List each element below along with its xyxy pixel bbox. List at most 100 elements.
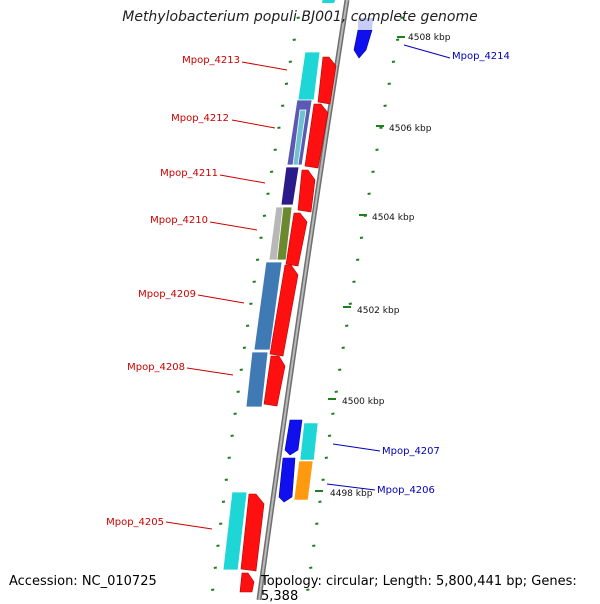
ring-tick [245,324,250,327]
ring-tick [306,588,310,591]
ring-tick [395,38,400,41]
ring-tick [211,588,215,591]
cds-mpop-4206-reverse [278,457,296,503]
ring-tick [249,302,253,305]
ring-tick [309,566,313,569]
ring-tick [292,38,296,41]
cds-mpop-4214-reverse [353,29,373,59]
leader-mpop-4210 [209,221,258,231]
ring-tick [321,478,325,481]
ring-tick [400,16,404,19]
gene-label-mpop-4212: Mpop_4212 [171,113,229,124]
reverse-cds-track [278,0,373,503]
ring-tick [236,390,240,393]
ring-tick [356,258,360,261]
gene-label-mpop-4208: Mpop_4208 [127,362,185,373]
ring-tick [288,60,293,63]
ring-tick [227,456,231,459]
leader-mpop-4207 [332,443,381,452]
ring-tick [327,434,332,437]
ring-tick [312,544,316,547]
ring-tick [233,412,237,415]
ring-tick [348,302,353,305]
ring-tick [266,192,270,195]
ring-tick [224,478,228,481]
feature-bar-4212b [292,109,307,166]
gene-label-mpop-4209: Mpop_4209 [138,289,196,300]
ring-tick [345,324,349,327]
ring-tick [352,280,356,283]
scale-label-4504-kbp: 4504 kbp [372,213,415,223]
ring-tick [375,148,379,151]
outer-tick-ring-right [306,16,404,591]
ring-tick [296,16,300,19]
feature-bar-4210b [276,206,293,261]
ring-tick [391,60,396,63]
leader-mpop-4209 [197,294,245,304]
leader-mpop-4205 [165,521,213,530]
scale-label-4500-kbp: 4500 kbp [342,397,385,407]
ring-tick [216,544,220,547]
forward-cds-track [239,0,337,593]
leader-mpop-4208 [186,367,234,376]
feature-bar-4208 [245,351,269,408]
leader-mpop-4213 [241,61,288,71]
cds-mpop-4214-pale [358,18,373,30]
gene-label-mpop-4213: Mpop_4213 [182,55,240,66]
scale-label-4498-kbp: 4498 kbp [330,489,373,499]
gene-label-mpop-4211: Mpop_4211 [160,168,218,179]
ring-tick [273,148,277,151]
ring-tick [255,258,260,261]
cds-mpop-4207-cyan [299,422,319,461]
ring-tick [259,236,263,239]
gene-label-mpop-4210: Mpop_4210 [150,215,208,226]
feature-bar-4213 [297,51,321,101]
cds-mpop-4207-reverse [284,419,303,456]
ring-tick [367,192,371,195]
ring-tick [387,82,391,85]
ring-tick [269,170,274,173]
gene-label-mpop-4207: Mpop_4207 [382,446,440,457]
cds-mpop-4209-forward [285,212,308,267]
cds-mpop-4205-forward [240,493,265,572]
label-leaders [165,44,451,530]
leader-mpop-4214 [403,44,451,59]
feature-bar-4205 [222,491,248,571]
cds-mpop-4207-forward [263,355,286,407]
feature-bar-4209 [253,261,283,351]
ring-tick [331,412,335,415]
map-title: Methylobacterium populi BJ001, complete … [122,9,478,25]
cds-mpop-4210-forward [297,169,316,213]
ring-tick [219,522,223,525]
ring-tick [371,170,375,173]
ring-tick [359,236,364,239]
scale-label-4508-kbp: 4508 kbp [408,33,451,43]
gene-label-mpop-4206: Mpop_4206 [377,485,435,496]
accession-text: Accession: NC_010725 [9,574,157,589]
feature-bars [222,51,321,571]
gene-labels: Mpop_4214 Mpop_4213 Mpop_4212 Mpop_4211 … [106,51,510,528]
ring-tick [315,522,319,525]
ring-tick [213,566,217,569]
leader-mpop-4212 [231,119,276,129]
ring-tick [252,280,256,283]
ring-tick [341,346,345,349]
scale-label-4506-kbp: 4506 kbp [389,124,432,134]
ring-tick [262,214,267,217]
ring-tick [338,368,342,371]
outer-tick-ring-left [211,16,300,591]
scale-label-4502-kbp: 4502 kbp [357,306,400,316]
leader-mpop-4206 [326,483,376,491]
ring-tick [230,434,234,437]
ring-tick [324,456,328,459]
scale-labels: 4508 kbp 4506 kbp 4504 kbp 4502 kbp 4500… [315,33,451,499]
ring-tick [242,346,247,349]
ring-tick [221,500,226,503]
cds-mpop-4206-orange [293,460,314,501]
ring-tick [284,82,289,85]
cds-mpop-4208-forward [269,264,299,357]
ring-tick [239,368,243,371]
ring-tick [334,390,338,393]
cds-top-cyan [322,0,336,3]
